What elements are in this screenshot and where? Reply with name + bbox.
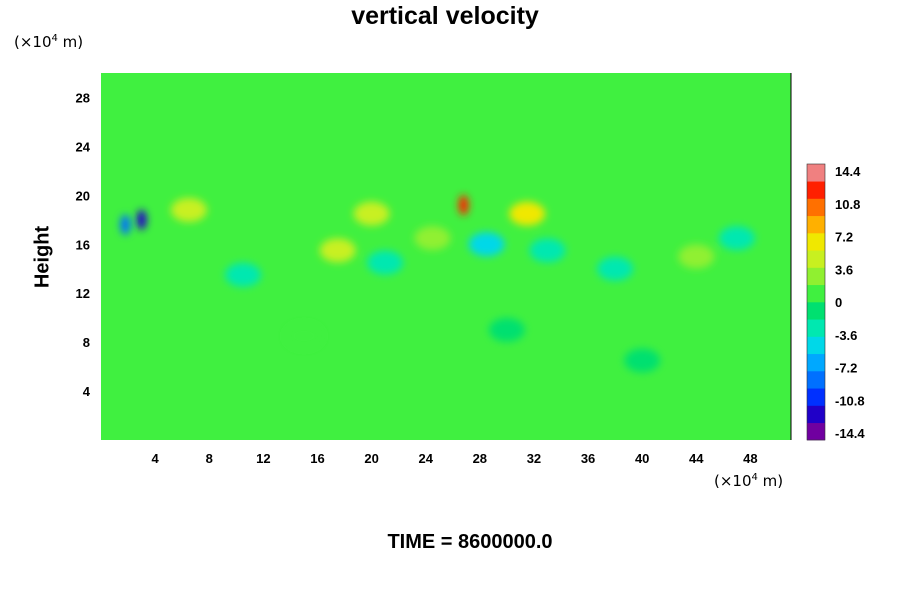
- chart-title: vertical velocity: [351, 2, 539, 30]
- field-feature: [468, 232, 505, 257]
- y-tick-label: 24: [76, 139, 91, 154]
- field-feature: [458, 195, 469, 216]
- field-feature: [120, 214, 131, 235]
- y-unit-prefix: (×10: [14, 33, 52, 51]
- y-tick-label: 12: [76, 286, 90, 301]
- colorbar-swatch: [807, 353, 825, 372]
- x-tick-label: 20: [364, 451, 378, 466]
- colorbar-swatch: [807, 233, 825, 251]
- colorbar-label: 3.6: [835, 262, 853, 277]
- y-axis-unit: (×104 m): [14, 33, 83, 51]
- plot-area: [101, 73, 792, 440]
- time-label: TIME = 8600000.0: [387, 531, 553, 553]
- field-feature: [509, 201, 546, 226]
- colorbar-label: -3.6: [835, 328, 857, 343]
- colorbar-swatch: [807, 267, 825, 286]
- x-tick-label: 28: [473, 451, 487, 466]
- colorbar-swatch: [807, 388, 825, 406]
- x-tick-label: 12: [256, 451, 270, 466]
- colorbar-swatch: [807, 371, 825, 389]
- colorbar-swatch: [807, 215, 825, 234]
- field-features: [120, 195, 755, 373]
- colorbar-swatch: [807, 336, 825, 355]
- x-tick-label: 24: [418, 451, 433, 466]
- x-tick-label: 40: [635, 451, 649, 466]
- colorbar-label: 10.8: [835, 197, 860, 212]
- colorbar-swatch: [807, 405, 825, 424]
- field-feature: [529, 238, 566, 263]
- y-tick-label: 16: [76, 237, 90, 252]
- y-unit-suffix: m): [57, 33, 84, 51]
- x-tick-label: 32: [527, 451, 541, 466]
- field-feature: [319, 238, 356, 263]
- colorbar-swatch: [807, 181, 825, 199]
- field-feature: [597, 256, 634, 281]
- colorbar: 14.4 10.8 7.2 3.6 0 -3.6 -7.2 -10.8 -14.4: [806, 163, 865, 441]
- y-tick-label: 4: [83, 384, 91, 399]
- colorbar-label: -10.8: [835, 393, 865, 408]
- y-tick-label: 8: [83, 335, 90, 350]
- field-feature: [414, 226, 451, 251]
- colorbar-swatch: [807, 319, 825, 337]
- colorbar-swatch: [807, 284, 825, 303]
- field-feature: [678, 244, 715, 269]
- x-tick-label: 44: [689, 451, 704, 466]
- x-unit-suffix: m): [757, 472, 784, 490]
- colorbar-frame: [806, 163, 826, 441]
- y-tick-label: 20: [76, 188, 90, 203]
- colorbar-swatch: [807, 422, 825, 441]
- field-feature: [624, 348, 661, 373]
- field-feature: [718, 226, 755, 251]
- x-axis-ticks: 4 8 12 16 20 24 28 32 36 40 44 48: [152, 451, 758, 466]
- x-tick-label: 8: [206, 451, 213, 466]
- colorbar-label: 7.2: [835, 230, 853, 245]
- field-feature: [353, 201, 390, 226]
- y-unit-exponent: 4: [51, 33, 58, 44]
- field-feature: [367, 250, 404, 275]
- x-axis-unit: (×104 m): [714, 472, 783, 490]
- x-tick-label: 4: [152, 451, 160, 466]
- x-tick-label: 36: [581, 451, 595, 466]
- field-feature: [488, 317, 525, 342]
- colorbar-label: -7.2: [835, 361, 857, 376]
- x-tick-label: 48: [743, 451, 757, 466]
- field-feature: [285, 324, 322, 349]
- colorbar-swatch: [807, 198, 825, 217]
- x-unit-prefix: (×10: [714, 472, 752, 490]
- y-tick-label: 28: [76, 90, 90, 105]
- field-feature: [136, 209, 147, 230]
- colorbar-swatch: [807, 302, 825, 320]
- x-unit-exponent: 4: [751, 472, 758, 483]
- colorbar-label: -14.4: [835, 426, 865, 441]
- x-tick-label: 16: [310, 451, 324, 466]
- field-feature: [225, 262, 262, 287]
- colorbar-label: 0: [835, 295, 842, 310]
- field-feature: [170, 198, 207, 223]
- y-axis-ticks: 4 8 12 16 20 24 28: [76, 90, 91, 399]
- colorbar-swatch: [807, 250, 825, 268]
- colorbar-label: 14.4: [835, 164, 861, 179]
- colorbar-swatch: [807, 164, 825, 182]
- plot-background: [101, 73, 791, 440]
